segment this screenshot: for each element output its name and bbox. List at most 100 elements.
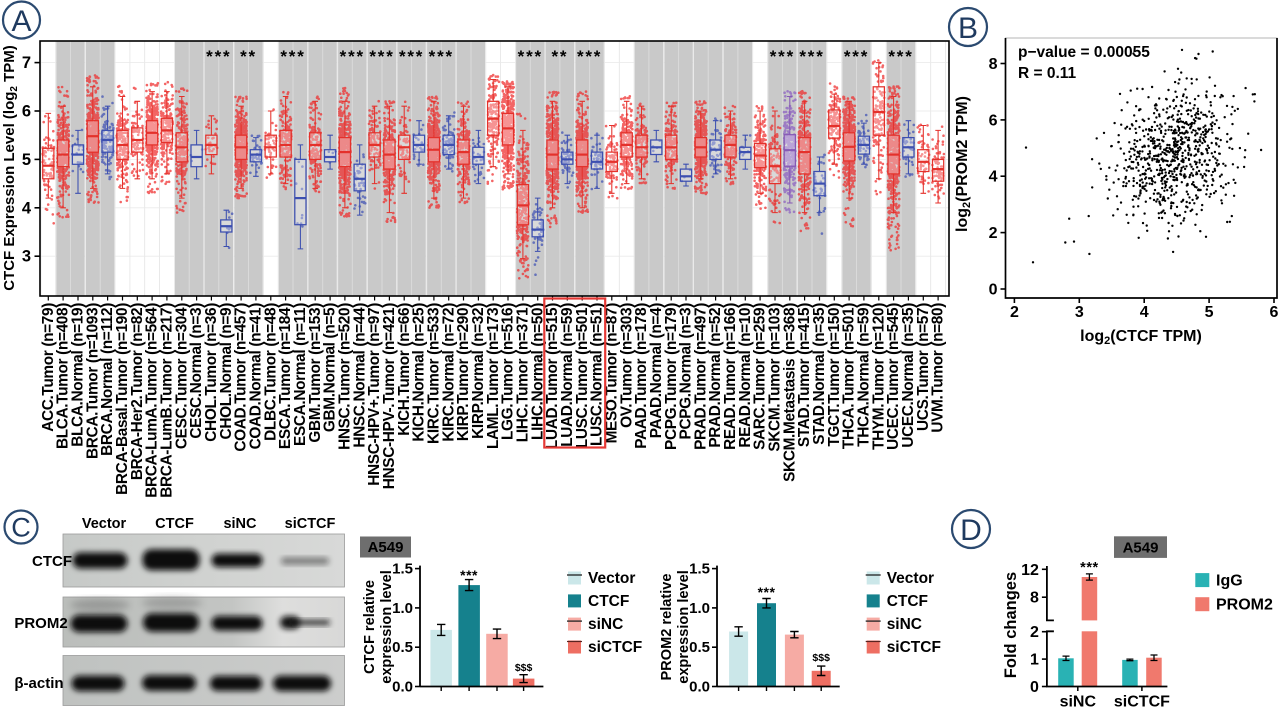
svg-text:SARC.Tumor (n=259): SARC.Tumor (n=259) — [752, 303, 769, 450]
svg-text:***: *** — [770, 47, 795, 66]
svg-text:6: 6 — [989, 112, 998, 129]
svg-text:KIRP.Normal (n=32): KIRP.Normal (n=32) — [470, 303, 487, 439]
svg-text:HNSC-HPV-.Tumor (n=421): HNSC-HPV-.Tumor (n=421) — [381, 303, 398, 489]
svg-text:$$$: $$$ — [515, 662, 533, 674]
svg-text:BRCA.Normal (n=112): BRCA.Normal (n=112) — [99, 303, 116, 456]
svg-text:DLBC.Tumor (n=48): DLBC.Tumor (n=48) — [262, 303, 279, 441]
svg-text:ESCA.Normal (n=11): ESCA.Normal (n=11) — [292, 303, 309, 446]
svg-text:0.0: 0.0 — [689, 679, 710, 696]
svg-text:CESC.Normal (n=3): CESC.Normal (n=3) — [188, 303, 205, 439]
svg-text:PCPG.Normal (n=3): PCPG.Normal (n=3) — [678, 303, 695, 440]
svg-text:***: *** — [460, 567, 478, 583]
svg-text:KIRC.Normal (n=72): KIRC.Normal (n=72) — [440, 303, 457, 442]
svg-text:0.5: 0.5 — [689, 639, 710, 656]
svg-text:KIRC.Tumor (n=533): KIRC.Tumor (n=533) — [426, 303, 443, 444]
svg-text:IgG: IgG — [1216, 573, 1243, 590]
svg-text:6: 6 — [22, 103, 31, 121]
svg-text:LUAD.Tumor (n=515): LUAD.Tumor (n=515) — [544, 303, 561, 449]
svg-text:***: *** — [280, 47, 305, 66]
svg-text:LAML.Tumor (n=173): LAML.Tumor (n=173) — [485, 303, 502, 449]
svg-text:0.5: 0.5 — [392, 639, 413, 656]
svg-text:***: *** — [340, 47, 365, 66]
svg-text:4: 4 — [989, 169, 998, 186]
svg-text:1.0: 1.0 — [689, 600, 710, 617]
svg-text:log2(PROM2 TPM): log2(PROM2 TPM) — [954, 96, 973, 232]
svg-text:GBM.Tumor (n=153): GBM.Tumor (n=153) — [307, 303, 324, 443]
svg-text:0.0: 0.0 — [392, 679, 413, 696]
svg-text:BLCA.Tumor (n=408): BLCA.Tumor (n=408) — [55, 303, 72, 449]
svg-text:A549: A549 — [1123, 539, 1159, 556]
svg-text:THYM.Tumor (n=120): THYM.Tumor (n=120) — [870, 303, 887, 450]
svg-text:CTCF Expression Level (log2 TP: CTCF Expression Level (log2 TPM) — [1, 45, 20, 291]
svg-text:ESCA.Tumor (n=184): ESCA.Tumor (n=184) — [277, 303, 294, 449]
svg-text:PROM2: PROM2 — [1216, 597, 1273, 614]
svg-text:READ.Tumor (n=166): READ.Tumor (n=166) — [722, 303, 739, 450]
svg-text:siCTCF: siCTCF — [285, 516, 336, 532]
svg-text:Vector: Vector — [887, 570, 934, 587]
svg-text:***: *** — [577, 47, 602, 66]
svg-text:***: *** — [1080, 560, 1098, 576]
svg-text:CTCF relativeexpression level: CTCF relativeexpression level — [362, 570, 395, 684]
svg-text:5: 5 — [1205, 304, 1214, 321]
svg-text:1.0: 1.0 — [392, 600, 413, 617]
svg-text:BRCA-Her2.Tumor (n=82): BRCA-Her2.Tumor (n=82) — [129, 303, 146, 480]
svg-text:8: 8 — [989, 56, 998, 73]
svg-text:CHOL.Tumor (n=36): CHOL.Tumor (n=36) — [203, 303, 220, 442]
svg-text:***: *** — [429, 47, 454, 66]
svg-text:PROM2: PROM2 — [14, 615, 67, 632]
svg-text:CTCF: CTCF — [887, 593, 928, 610]
svg-text:BRCA-LumB.Tumor (n=217): BRCA-LumB.Tumor (n=217) — [159, 303, 176, 498]
svg-text:OV.Tumor (n=303): OV.Tumor (n=303) — [618, 303, 635, 428]
svg-text:***: *** — [758, 584, 776, 600]
svg-text:12: 12 — [1021, 562, 1039, 579]
svg-text:STAD.Normal (n=35): STAD.Normal (n=35) — [811, 303, 828, 445]
svg-text:HNSC.Normal (n=44): HNSC.Normal (n=44) — [351, 303, 368, 448]
svg-text:BLCA.Normal (n=19): BLCA.Normal (n=19) — [70, 303, 87, 447]
svg-text:TGCT.Tumor (n=150): TGCT.Tumor (n=150) — [826, 303, 843, 447]
svg-text:COAD.Normal (n=41): COAD.Normal (n=41) — [248, 303, 265, 450]
svg-text:7: 7 — [22, 54, 31, 72]
svg-text:KICH.Tumor (n=66): KICH.Tumor (n=66) — [396, 303, 413, 436]
svg-text:PAAD.Normal (n=4): PAAD.Normal (n=4) — [648, 303, 665, 439]
svg-text:BRCA-LumA.Tumor (n=564): BRCA-LumA.Tumor (n=564) — [144, 303, 161, 498]
svg-text:STAD.Tumor (n=415): STAD.Tumor (n=415) — [796, 303, 813, 447]
svg-text:R = 0.11: R = 0.11 — [1018, 65, 1077, 82]
svg-text:CTCF: CTCF — [155, 516, 194, 532]
svg-text:1: 1 — [1030, 652, 1039, 669]
svg-text:ACC.Tumor (n=79): ACC.Tumor (n=79) — [40, 303, 57, 432]
svg-text:6: 6 — [1270, 304, 1279, 321]
svg-text:A549: A549 — [368, 539, 404, 556]
svg-text:4: 4 — [1140, 304, 1149, 321]
svg-text:3: 3 — [1075, 304, 1084, 321]
svg-text:UVM.Tumor (n=80): UVM.Tumor (n=80) — [930, 303, 947, 433]
svg-text:UCEC.Normal (n=35): UCEC.Normal (n=35) — [900, 303, 917, 448]
svg-text:**: ** — [551, 47, 568, 66]
svg-text:READ.Normal (n=10): READ.Normal (n=10) — [737, 303, 754, 448]
svg-text:UCS.Tumor (n=57): UCS.Tumor (n=57) — [915, 303, 932, 431]
svg-text:KIRP.Tumor (n=290): KIRP.Tumor (n=290) — [455, 303, 472, 441]
svg-text:0: 0 — [1030, 679, 1039, 696]
svg-text:B: B — [958, 12, 978, 45]
svg-text:LUSC.Normal (n=51): LUSC.Normal (n=51) — [589, 303, 606, 446]
svg-text:KICH.Normal (n=25): KICH.Normal (n=25) — [411, 303, 428, 442]
svg-text:Vector: Vector — [588, 570, 635, 587]
svg-text:siNC: siNC — [588, 616, 623, 633]
svg-text:2: 2 — [1010, 304, 1019, 321]
svg-text:THCA.Normal (n=59): THCA.Normal (n=59) — [856, 303, 873, 447]
svg-text:LIHC.Normal (n=50): LIHC.Normal (n=50) — [529, 303, 546, 440]
svg-text:PAAD.Tumor (n=178): PAAD.Tumor (n=178) — [633, 303, 650, 449]
svg-text:8: 8 — [1030, 590, 1039, 607]
svg-text:LUAD.Normal (n=59): LUAD.Normal (n=59) — [559, 303, 576, 447]
svg-text:siCTCF: siCTCF — [1114, 694, 1170, 710]
svg-text:***: *** — [518, 47, 543, 66]
svg-text:SKCM.Tumor (n=103): SKCM.Tumor (n=103) — [767, 303, 784, 452]
svg-text:LUSC.Tumor (n=501): LUSC.Tumor (n=501) — [574, 303, 591, 448]
svg-text:1.5: 1.5 — [689, 561, 710, 578]
svg-text:Vector: Vector — [82, 516, 127, 532]
svg-text:MESO.Tumor (n=87): MESO.Tumor (n=87) — [603, 303, 620, 444]
svg-text:siCTCF: siCTCF — [588, 639, 642, 656]
svg-text:Fold changes: Fold changes — [1002, 572, 1020, 678]
svg-text:***: *** — [844, 47, 869, 66]
svg-text:CESC.Tumor (n=304): CESC.Tumor (n=304) — [173, 303, 190, 449]
svg-text:A: A — [11, 5, 31, 38]
